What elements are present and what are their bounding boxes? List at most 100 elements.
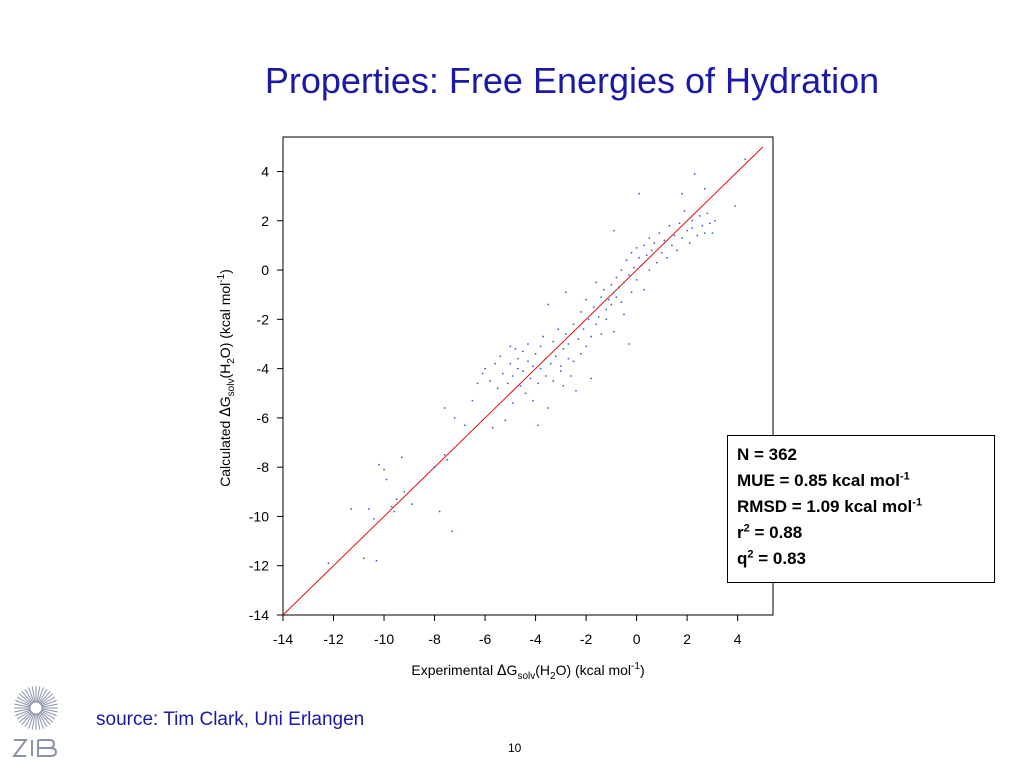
data-point xyxy=(463,424,466,427)
data-point xyxy=(350,508,353,510)
data-point xyxy=(562,347,565,350)
data-point xyxy=(433,466,436,469)
data-point xyxy=(678,222,681,225)
data-point xyxy=(572,360,575,363)
data-point xyxy=(630,251,633,254)
data-point xyxy=(686,229,689,232)
data-point xyxy=(383,468,385,471)
data-point xyxy=(703,187,706,190)
data-point xyxy=(681,237,683,239)
data-point xyxy=(491,426,494,429)
data-point xyxy=(534,352,537,355)
x-tick-label: -8 xyxy=(428,631,441,647)
data-point xyxy=(575,389,577,392)
data-point xyxy=(504,419,507,422)
data-point xyxy=(514,347,517,350)
data-point xyxy=(615,296,618,299)
data-point xyxy=(582,328,585,331)
stat-n: N = 362 xyxy=(737,445,798,464)
data-point xyxy=(701,224,704,227)
x-axis-label: Experimental ΔGsolv(H2O) (kcal mol-1) xyxy=(411,661,644,682)
data-point xyxy=(393,510,396,513)
data-point xyxy=(676,249,678,252)
y-tick-label: -2 xyxy=(257,311,270,327)
data-point xyxy=(362,557,365,560)
data-point xyxy=(691,227,694,230)
data-point xyxy=(476,382,479,385)
data-point xyxy=(638,192,641,195)
data-point xyxy=(580,352,582,355)
data-point xyxy=(590,377,593,380)
stat-rmsd: RMSD = 1.09 kcal mol-1 xyxy=(737,496,923,516)
data-point xyxy=(640,264,643,267)
data-point xyxy=(602,288,605,291)
data-point xyxy=(610,303,613,306)
x-tick-label: -12 xyxy=(323,631,343,647)
data-point xyxy=(600,333,603,336)
y-tick-label: -12 xyxy=(249,558,269,574)
data-point xyxy=(532,365,534,368)
data-point xyxy=(628,274,630,276)
data-point xyxy=(446,458,449,461)
data-point xyxy=(570,375,572,377)
y-tick-label: 2 xyxy=(261,213,269,229)
data-point xyxy=(623,313,625,316)
y-tick-label: 0 xyxy=(261,262,269,278)
data-point xyxy=(378,463,380,466)
data-point xyxy=(481,372,484,375)
data-point xyxy=(666,256,668,259)
data-point xyxy=(693,173,696,175)
data-point xyxy=(643,288,646,291)
data-point xyxy=(516,357,519,360)
data-point xyxy=(443,453,446,456)
data-point xyxy=(403,490,406,493)
y-axis: -14 -12 -10 -8 -6 -4 -2 0 2 4 xyxy=(249,163,283,623)
y-tick-label: -8 xyxy=(257,459,270,475)
data-point xyxy=(620,269,623,271)
data-point xyxy=(567,357,570,360)
data-point xyxy=(529,377,532,380)
data-point xyxy=(522,370,524,372)
data-point xyxy=(516,367,519,370)
data-point xyxy=(706,212,709,215)
y-tick-label: -10 xyxy=(249,508,269,524)
stat-r2: r2 = 0.88 xyxy=(737,522,803,542)
data-point xyxy=(635,279,638,281)
data-point xyxy=(524,392,527,395)
x-tick-label: -10 xyxy=(374,631,394,647)
data-point xyxy=(506,382,509,385)
data-point xyxy=(612,291,615,294)
data-point xyxy=(587,318,590,321)
data-point xyxy=(643,244,646,247)
data-point xyxy=(605,308,608,311)
data-point xyxy=(612,229,615,232)
data-point xyxy=(625,259,628,262)
data-point xyxy=(597,315,600,318)
data-point xyxy=(714,219,716,222)
data-point xyxy=(663,239,666,242)
data-point xyxy=(612,330,615,333)
data-point xyxy=(400,456,403,459)
data-point xyxy=(539,367,542,370)
data-point xyxy=(489,380,492,382)
data-point xyxy=(453,416,456,419)
data-point xyxy=(620,301,623,303)
data-point xyxy=(633,266,635,269)
data-point xyxy=(443,407,446,409)
data-point xyxy=(590,335,593,338)
data-point xyxy=(509,345,512,348)
data-point xyxy=(554,355,557,358)
data-point xyxy=(630,291,633,294)
data-point xyxy=(484,367,486,370)
data-point xyxy=(537,382,540,385)
data-point xyxy=(496,387,499,390)
x-tick-label: 4 xyxy=(734,631,742,647)
data-point xyxy=(744,158,747,161)
data-point xyxy=(653,242,656,244)
data-point xyxy=(471,399,474,402)
data-point xyxy=(595,323,598,326)
identity-line xyxy=(282,146,764,616)
y-tick-label: 4 xyxy=(261,163,269,179)
data-point xyxy=(552,380,555,382)
data-point xyxy=(499,355,502,358)
